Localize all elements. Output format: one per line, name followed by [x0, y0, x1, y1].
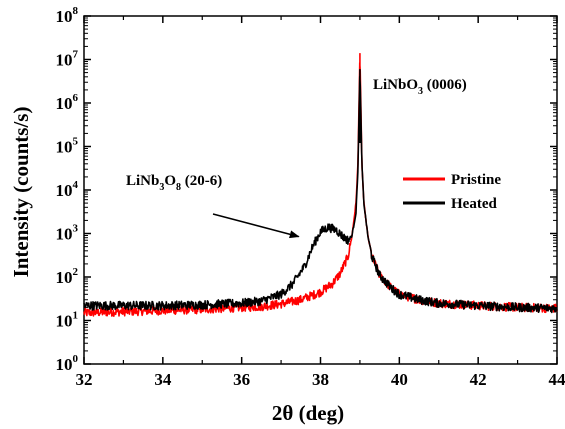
x-tick-label-42: 42 [470, 370, 487, 389]
y-tick-label-1e3: 103 [56, 223, 79, 244]
x-tick-label-38: 38 [312, 370, 329, 389]
y-tick-label-1e7: 107 [56, 49, 79, 70]
y-tick-label-1e8: 108 [56, 5, 79, 26]
x-tick-label-40: 40 [391, 370, 408, 389]
x-tick-label-34: 34 [154, 370, 172, 389]
y-tick-label-1e2: 102 [56, 266, 79, 287]
x-tick-label-32: 32 [76, 370, 93, 389]
annotation-linbo3-subscript: 3 [418, 86, 423, 97]
annotation-linbo3-part-2: (0006) [423, 77, 467, 93]
annotation-linb3o8-part-1: LiNb [126, 173, 159, 189]
annotation-linb3o8-subscript-2: 8 [176, 182, 181, 193]
y-tick-label-1e5: 105 [56, 136, 79, 157]
y-axis-label: Intensity (counts/s) [9, 107, 33, 278]
y-tick-label-1e0: 100 [56, 353, 79, 374]
annotation-linb3o8-part-2: O [164, 173, 176, 189]
annotation-linb3o8-subscript-1: 3 [159, 182, 164, 193]
x-axis-label: 2θ (deg) [272, 401, 344, 425]
annotation-linbo3-part-1: LiNbO [373, 77, 418, 93]
legend: Pristine Heated [403, 172, 501, 212]
series-line-heated [83, 69, 558, 314]
x-tick-label-36: 36 [233, 370, 250, 389]
annotation-linbo3: LiNbO3 (0006) [373, 77, 467, 97]
y-tick-label-1e1: 101 [56, 310, 79, 331]
x-tick-label-44: 44 [549, 370, 565, 389]
annotation-linb3o8: LiNb3O8 (20-6) [126, 173, 222, 193]
annotation-linb3o8-part-3: (20-6) [181, 173, 222, 189]
y-tick-label-1e6: 106 [56, 92, 79, 113]
legend-label-heated: Heated [451, 196, 497, 212]
axes-layer: 32 34 36 38 40 42 4410010110210310410510610710… [56, 5, 565, 389]
legend-label-pristine: Pristine [451, 172, 501, 188]
series-layer [83, 53, 558, 318]
y-tick-label-1e4: 104 [56, 179, 79, 200]
annotation-arrow [212, 213, 300, 239]
